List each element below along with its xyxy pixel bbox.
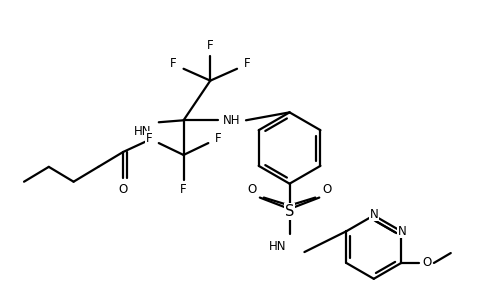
Text: F: F bbox=[207, 39, 213, 52]
Text: F: F bbox=[215, 132, 222, 144]
Text: O: O bbox=[247, 183, 257, 196]
Text: HN: HN bbox=[134, 125, 151, 138]
Text: S: S bbox=[285, 204, 294, 219]
Text: O: O bbox=[119, 183, 128, 196]
Text: F: F bbox=[146, 132, 152, 144]
Text: N: N bbox=[369, 208, 378, 221]
Text: F: F bbox=[170, 57, 177, 70]
Text: O: O bbox=[322, 183, 332, 196]
Text: NH: NH bbox=[223, 114, 241, 127]
Text: N: N bbox=[398, 225, 407, 238]
Text: O: O bbox=[423, 256, 432, 269]
Text: F: F bbox=[243, 57, 250, 70]
Text: F: F bbox=[180, 183, 187, 196]
Text: HN: HN bbox=[269, 240, 287, 253]
